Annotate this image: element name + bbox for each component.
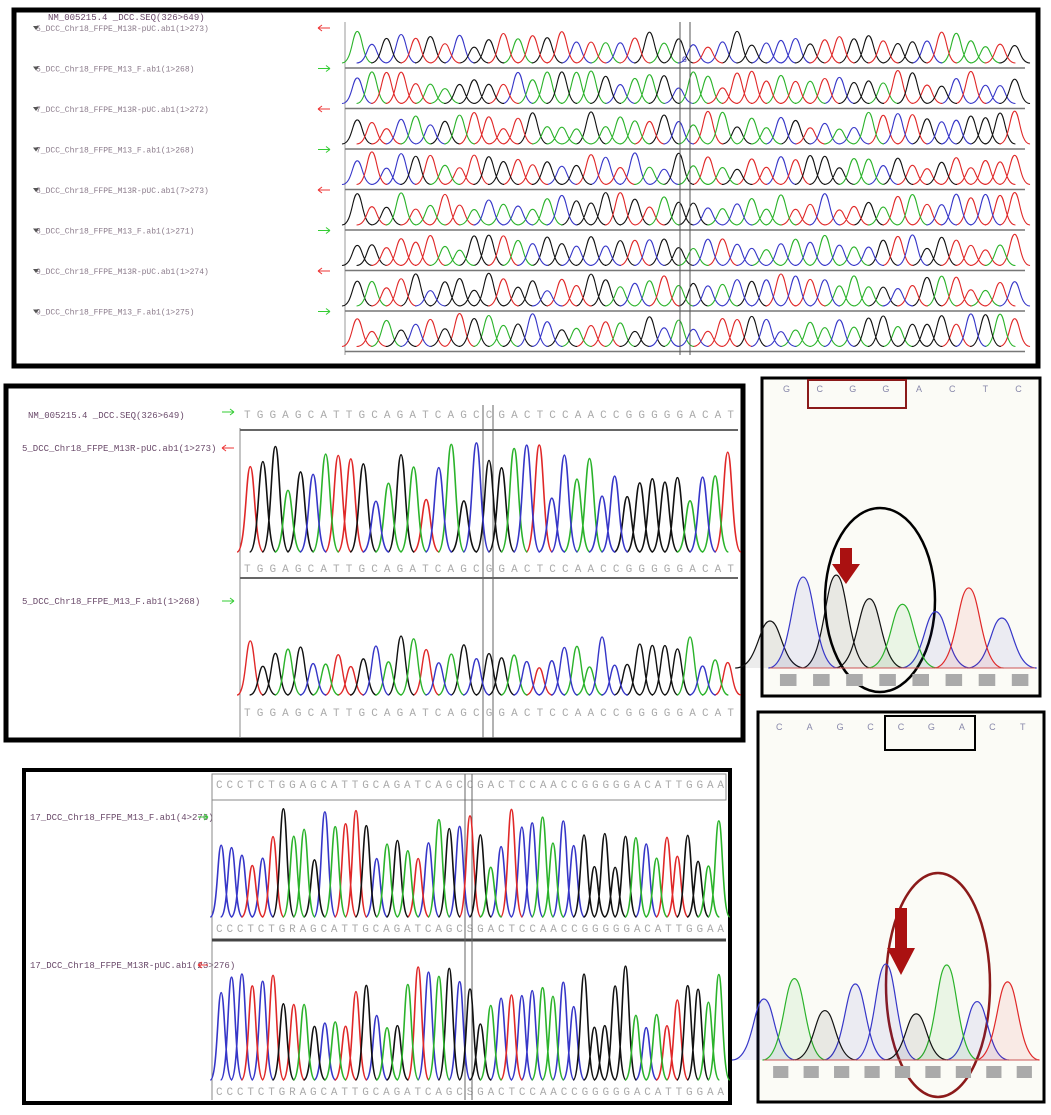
- track-name: 9_DCC_Chr18_FFPE_M13_F.ab1(1>275): [36, 309, 194, 318]
- reverse-arrow: [318, 106, 330, 112]
- trace: [273, 966, 709, 1080]
- quality-box: [979, 674, 996, 686]
- trace: [386, 114, 972, 144]
- base-label: G: [849, 384, 856, 394]
- trace: [342, 72, 1015, 103]
- reference-sequence: TGGAGCATTGCAGATCAGCCGACTCCAACCGGGGGACAT: [244, 410, 734, 422]
- quality-box: [912, 674, 929, 686]
- reverse-arrow: [222, 445, 234, 451]
- forward-arrow: [318, 66, 330, 72]
- base-label: C: [898, 722, 905, 732]
- track-name: 5_DCC_Chr18_FFPE_M13_F.ab1(1>268): [22, 597, 200, 607]
- reference-sequence: CCCTCTGGAGCATTGCAGATCAGCCGACTCCAACCGGGGG…: [216, 780, 724, 792]
- trace: [444, 72, 1030, 104]
- quality-box: [879, 674, 896, 686]
- quality-box: [846, 674, 863, 686]
- base-label: G: [837, 722, 844, 732]
- track-name: 8_DCC_Chr18_FFPE_M13_F.ab1(1>271): [36, 228, 194, 237]
- base-label: C: [816, 384, 823, 394]
- trace: [293, 975, 729, 1080]
- base-label: A: [916, 384, 922, 394]
- trace: [386, 315, 1001, 347]
- track-name: 9_DCC_Chr18_FFPE_M13R-pUC.ab1(1>274): [36, 268, 209, 277]
- quality-box: [773, 1066, 788, 1078]
- reference-name: NM_005215.4 _DCC.SEQ(326>649): [28, 411, 185, 421]
- track-name: 7_DCC_Chr18_FFPE_M13_F.ab1(1>268): [36, 147, 194, 156]
- quality-box: [834, 1066, 849, 1078]
- reverse-arrow: [318, 25, 330, 31]
- track-name: 5_DCC_Chr18_FFPE_M13R-pUC.ab1(1>273): [22, 444, 216, 454]
- trace: [371, 71, 986, 104]
- forward-arrow: [318, 147, 330, 153]
- trace: [357, 152, 1030, 185]
- base-label: C: [867, 722, 874, 732]
- quality-box: [925, 1066, 940, 1078]
- quality-box: [1017, 1066, 1032, 1078]
- quality-box: [895, 1066, 910, 1078]
- base-label: G: [783, 384, 790, 394]
- track-sequence: CCCTCTGRAGCATTGCAGATCAGCSGACTCCAACCGGGGG…: [216, 1087, 724, 1099]
- base-label: A: [807, 722, 813, 732]
- base-label: C: [776, 722, 783, 732]
- trace: [371, 274, 1015, 306]
- reference-name: NM_005215.4 _DCC.SEQ(326>649): [48, 13, 205, 23]
- base-label: T: [1020, 722, 1026, 732]
- trace: [342, 31, 1001, 63]
- figure: NM_005215.4 _DCC.SEQ(326>649) 5_DCC_Chr1…: [0, 0, 1051, 1115]
- trace: [357, 111, 1030, 144]
- base-label: G: [928, 722, 935, 732]
- track-name: 17_DCC_Chr18_FFPE_M13R-pUC.ab1(23>276): [30, 961, 235, 971]
- base-label: A: [959, 722, 965, 732]
- trace: [300, 443, 716, 552]
- quality-box: [946, 674, 963, 686]
- reverse-arrow: [318, 187, 330, 193]
- reverse-arrow: [318, 268, 330, 274]
- forward-arrow: [318, 309, 330, 315]
- trace: [357, 71, 899, 103]
- trace: [415, 276, 1030, 306]
- trace: [357, 193, 1030, 225]
- quality-box: [780, 674, 797, 686]
- quality-box: [956, 1066, 971, 1078]
- trace: [250, 636, 691, 695]
- track-sequence: TGGAGCATTGCAGATCAGCGGACTCCAACCGGGGGACAT: [244, 564, 734, 576]
- forward-arrow: [222, 409, 234, 415]
- forward-arrow: [318, 228, 330, 234]
- quality-box: [864, 1066, 879, 1078]
- track-name: 5_DCC_Chr18_FFPE_M13R-pUC.ab1(1>273): [36, 25, 209, 34]
- track-name: 8_DCC_Chr18_FFPE_M13R-pUC.ab1(7>273): [36, 187, 209, 196]
- base-label: T: [983, 384, 989, 394]
- base-label: C: [1015, 384, 1022, 394]
- trace: [400, 314, 986, 347]
- quality-box: [986, 1066, 1001, 1078]
- quality-box: [1012, 674, 1029, 686]
- track-name: 7_DCC_Chr18_FFPE_M13R-pUC.ab1(1>272): [36, 106, 209, 115]
- track-sequence: CCCTCTGRAGCATTGCAGATCAGCSGACTCCAACCGGGGG…: [216, 924, 724, 936]
- track-name: 17_DCC_Chr18_FFPE_M13_F.ab1(4>276): [30, 813, 214, 823]
- quality-box: [804, 1066, 819, 1078]
- track-sequence: TGGAGCATTGCAGATCAGCGGACTCCAACCGGGGGACAT: [244, 708, 734, 720]
- trace: [237, 641, 741, 695]
- base-label: G: [882, 384, 889, 394]
- base-label: C: [989, 722, 996, 732]
- quality-box: [813, 674, 830, 686]
- trace: [430, 235, 1016, 265]
- track-name: 5_DCC_Chr18_FFPE_M13_F.ab1(1>268): [36, 66, 194, 75]
- base-label: C: [949, 384, 956, 394]
- trace: [250, 447, 691, 552]
- forward-arrow: [222, 598, 234, 604]
